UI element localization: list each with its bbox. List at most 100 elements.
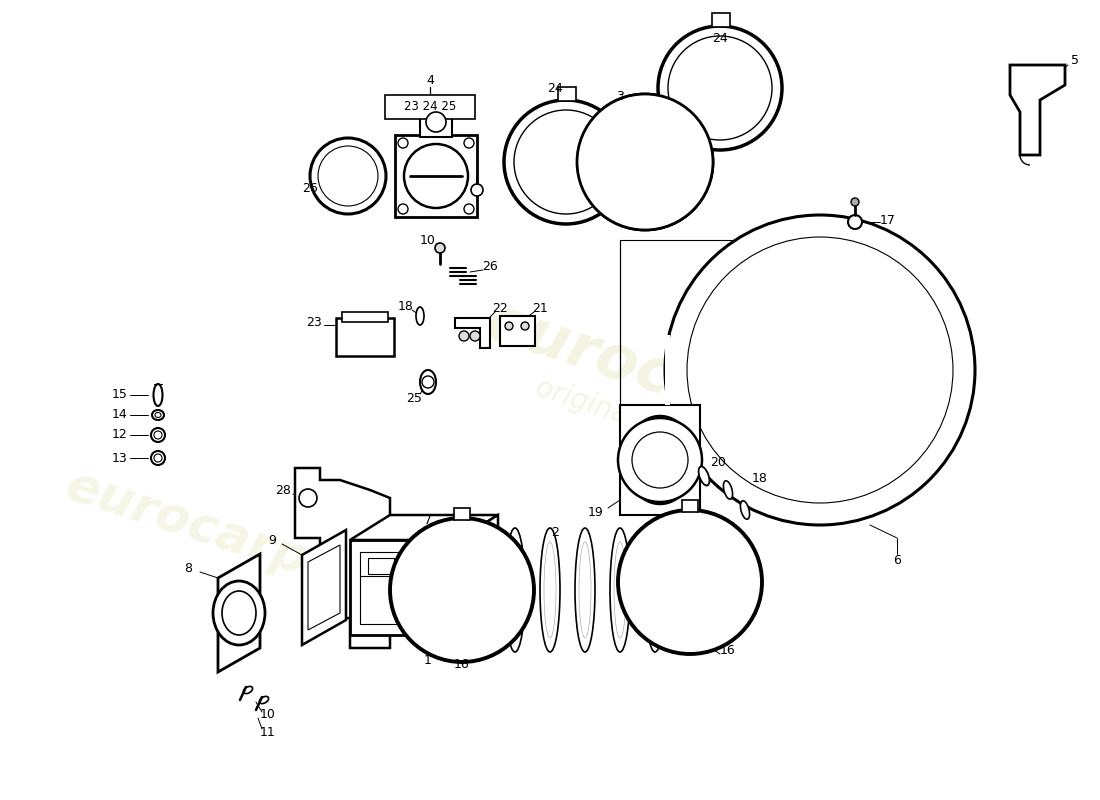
Ellipse shape xyxy=(724,481,733,499)
Circle shape xyxy=(632,432,688,488)
Ellipse shape xyxy=(540,528,560,652)
Text: 6: 6 xyxy=(893,554,901,566)
Circle shape xyxy=(514,110,618,214)
Ellipse shape xyxy=(420,370,436,394)
Bar xyxy=(368,558,394,574)
Ellipse shape xyxy=(474,542,486,638)
Circle shape xyxy=(404,144,468,208)
Ellipse shape xyxy=(649,542,661,638)
Text: 11: 11 xyxy=(260,726,276,738)
Bar xyxy=(342,312,388,322)
Circle shape xyxy=(666,215,975,525)
Polygon shape xyxy=(458,515,498,635)
Text: 19: 19 xyxy=(588,506,604,518)
Bar xyxy=(558,87,576,101)
Text: 4: 4 xyxy=(426,74,433,87)
Polygon shape xyxy=(455,318,490,348)
Circle shape xyxy=(459,331,469,341)
Text: 18: 18 xyxy=(752,471,768,485)
Ellipse shape xyxy=(470,528,490,652)
Ellipse shape xyxy=(152,410,164,420)
Circle shape xyxy=(585,102,705,222)
Ellipse shape xyxy=(684,542,696,638)
Bar xyxy=(500,316,535,346)
Text: 26: 26 xyxy=(302,182,318,194)
Bar xyxy=(408,558,438,574)
Ellipse shape xyxy=(243,686,253,694)
Text: 10: 10 xyxy=(260,709,276,722)
Circle shape xyxy=(848,215,862,229)
Circle shape xyxy=(426,112,446,132)
Text: 22: 22 xyxy=(492,302,508,314)
Bar xyxy=(454,508,470,520)
Circle shape xyxy=(521,322,529,330)
Ellipse shape xyxy=(505,528,525,652)
Text: eurocarparts: eurocarparts xyxy=(478,293,921,487)
Polygon shape xyxy=(1010,65,1065,155)
Text: 13: 13 xyxy=(112,451,128,465)
Text: 23: 23 xyxy=(306,315,322,329)
Text: 23 24 25: 23 24 25 xyxy=(404,101,456,114)
Circle shape xyxy=(668,36,772,140)
Text: 15: 15 xyxy=(112,389,128,402)
Text: 21: 21 xyxy=(532,302,548,314)
Text: 16: 16 xyxy=(720,643,736,657)
Circle shape xyxy=(470,331,480,341)
Circle shape xyxy=(578,94,713,230)
Circle shape xyxy=(626,518,754,646)
Text: 20: 20 xyxy=(711,455,726,469)
Circle shape xyxy=(504,100,628,224)
Ellipse shape xyxy=(154,384,163,406)
Circle shape xyxy=(578,94,713,230)
Bar xyxy=(620,240,760,405)
Text: 2: 2 xyxy=(551,526,559,538)
Ellipse shape xyxy=(575,528,595,652)
Bar xyxy=(360,552,448,624)
Bar xyxy=(336,318,394,356)
Ellipse shape xyxy=(260,696,268,704)
Text: 17: 17 xyxy=(880,214,895,226)
Bar xyxy=(620,405,700,515)
Circle shape xyxy=(471,184,483,196)
Bar xyxy=(682,500,698,512)
Circle shape xyxy=(151,451,165,465)
Bar xyxy=(385,95,475,119)
Text: 18: 18 xyxy=(398,299,414,313)
Ellipse shape xyxy=(625,416,695,504)
Circle shape xyxy=(398,138,408,148)
Polygon shape xyxy=(218,554,260,672)
Bar xyxy=(350,540,458,635)
Circle shape xyxy=(310,138,386,214)
Circle shape xyxy=(688,237,953,503)
Ellipse shape xyxy=(509,542,521,638)
Ellipse shape xyxy=(416,307,424,325)
Text: 14: 14 xyxy=(112,409,128,422)
Bar xyxy=(420,107,452,137)
Circle shape xyxy=(154,454,162,462)
Circle shape xyxy=(434,243,446,253)
Text: original parts since 1985: original parts since 1985 xyxy=(531,374,868,506)
Text: 9: 9 xyxy=(268,534,276,546)
Circle shape xyxy=(618,510,762,654)
Circle shape xyxy=(398,526,526,654)
Circle shape xyxy=(390,518,534,662)
Text: 3: 3 xyxy=(616,90,624,102)
Circle shape xyxy=(422,376,435,388)
Bar xyxy=(395,135,477,217)
Ellipse shape xyxy=(645,528,665,652)
Text: 25: 25 xyxy=(406,391,422,405)
Ellipse shape xyxy=(680,528,700,652)
Text: 28: 28 xyxy=(275,483,290,497)
Text: 26: 26 xyxy=(482,259,498,273)
Circle shape xyxy=(618,418,702,502)
Circle shape xyxy=(151,428,165,442)
Ellipse shape xyxy=(213,581,265,645)
Circle shape xyxy=(318,146,378,206)
Ellipse shape xyxy=(610,528,630,652)
Ellipse shape xyxy=(698,466,710,486)
Ellipse shape xyxy=(579,542,591,638)
Circle shape xyxy=(505,322,513,330)
Ellipse shape xyxy=(614,542,626,638)
Text: 7: 7 xyxy=(424,514,432,526)
Circle shape xyxy=(299,489,317,507)
